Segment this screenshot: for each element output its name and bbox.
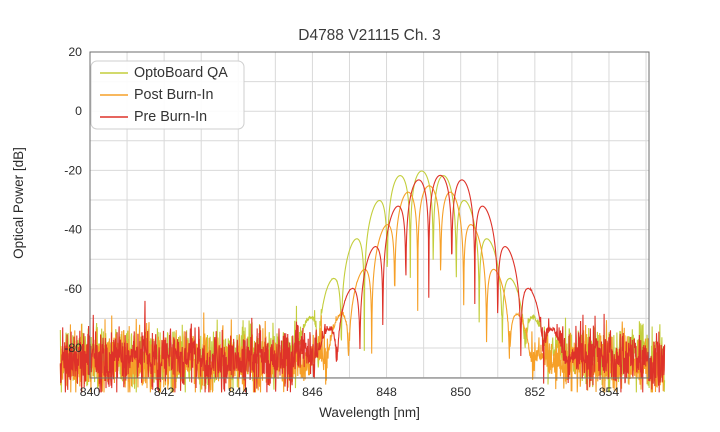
svg-text:-20: -20	[64, 163, 82, 177]
svg-text:-60: -60	[64, 282, 82, 296]
svg-text:Post Burn-In: Post Burn-In	[134, 87, 214, 103]
svg-text:20: 20	[68, 45, 82, 59]
svg-text:Optical Power [dB]: Optical Power [dB]	[11, 147, 26, 259]
svg-text:Wavelength [nm]: Wavelength [nm]	[319, 405, 420, 420]
svg-text:0: 0	[75, 104, 82, 118]
svg-text:848: 848	[376, 385, 397, 399]
svg-text:850: 850	[450, 385, 471, 399]
svg-text:-80: -80	[64, 341, 82, 355]
svg-text:854: 854	[599, 385, 620, 399]
svg-text:846: 846	[302, 385, 323, 399]
svg-text:840: 840	[80, 385, 101, 399]
svg-text:-40: -40	[64, 223, 82, 237]
svg-text:852: 852	[525, 385, 546, 399]
svg-text:842: 842	[154, 385, 175, 399]
svg-text:D4788 V21115 Ch. 3: D4788 V21115 Ch. 3	[298, 27, 440, 44]
svg-text:844: 844	[228, 385, 249, 399]
svg-text:OptoBoard QA: OptoBoard QA	[134, 65, 228, 81]
svg-text:Pre Burn-In: Pre Burn-In	[134, 109, 207, 125]
